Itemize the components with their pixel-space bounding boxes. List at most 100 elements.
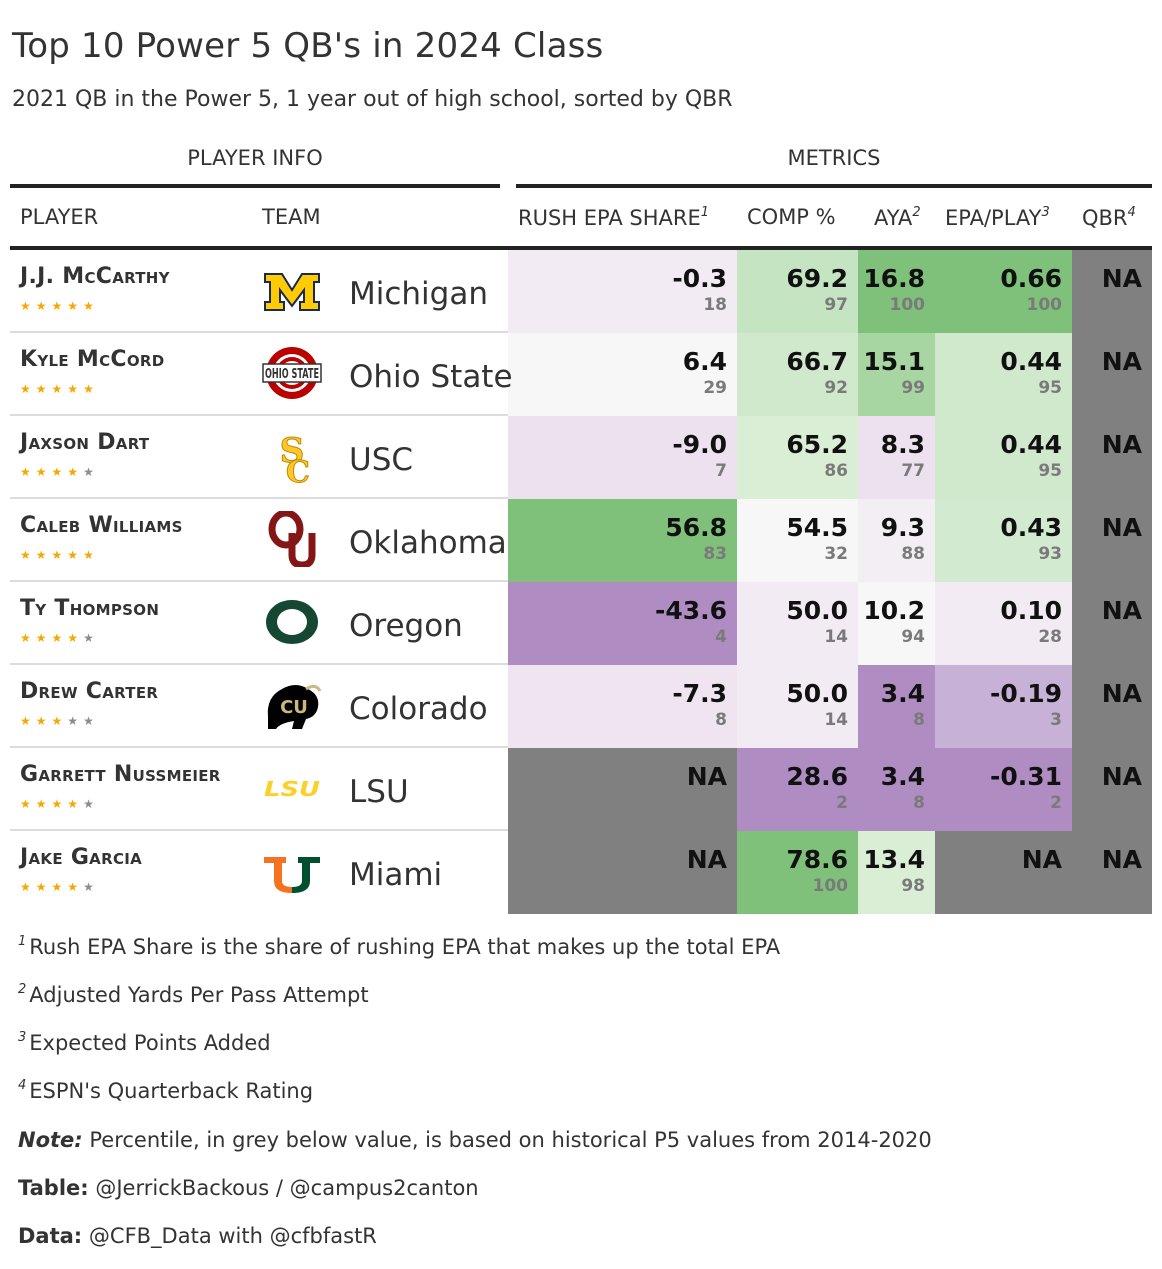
cell-percentile: 88 (901, 544, 925, 564)
cell-value: NA (686, 762, 727, 791)
cell-value: NA (1101, 264, 1142, 293)
player-name: J.J. McCarthy (20, 264, 170, 289)
team-name: Ohio State (349, 359, 513, 395)
star-icon: ★ (35, 299, 52, 313)
star-icon: ★ (83, 299, 99, 313)
star-icon: ★ (35, 714, 52, 728)
cell-value: NA (1021, 845, 1062, 874)
star-icon: ★ (51, 382, 68, 396)
cell-value: 0.43 (1000, 513, 1062, 542)
cell-qbr: NA (1072, 250, 1152, 333)
team-name: LSU (349, 774, 409, 810)
table-title: Top 10 Power 5 QB's in 2024 Class (12, 26, 604, 66)
cell-percentile: 97 (824, 295, 848, 315)
cell-value: -7.3 (672, 679, 727, 708)
cell-percentile: 4 (715, 627, 727, 647)
team-name: Colorado (349, 691, 488, 727)
cell-value: 50.0 (786, 596, 848, 625)
col-header-comp-pct: COMP % (747, 205, 836, 229)
cell-epa: -0.31 2 (935, 748, 1072, 831)
cell-value: NA (1101, 596, 1142, 625)
cell-comp: 66.7 92 (737, 333, 858, 416)
footnote-mark: 2 (912, 205, 921, 220)
star-rating: ★★★★★ (20, 548, 99, 562)
team-name: Michigan (349, 276, 488, 312)
svg-text:LSU: LSU (264, 777, 320, 801)
player-name: Drew Carter (20, 679, 159, 704)
star-icon: ★ (20, 299, 36, 313)
cell-rush: 56.8 83 (508, 499, 737, 582)
cell-aya: 9.3 88 (858, 499, 935, 582)
cell-value: 10.2 (863, 596, 925, 625)
cell-rush: -0.3 18 (508, 250, 737, 333)
cell-comp: 28.6 2 (737, 748, 858, 831)
cell-value: 66.7 (786, 347, 848, 376)
team-name: USC (349, 442, 414, 478)
cell-value: -0.19 (989, 679, 1062, 708)
star-icon: ★ (51, 797, 68, 811)
star-icon: ★ (20, 714, 36, 728)
cell-value: 13.4 (863, 845, 925, 874)
player-name: Garrett Nussmeier (20, 762, 221, 787)
cell-qbr: NA (1072, 665, 1152, 748)
table-row: -0.3 18 69.2 97 16.8 100 0.66 100 NA J.J. McCarth… (10, 250, 1152, 333)
star-icon: ★ (67, 299, 84, 313)
cell-rush: 6.4 29 (508, 333, 737, 416)
star-icon: ★ (20, 548, 36, 562)
cell-percentile: 8 (913, 793, 925, 813)
cell-percentile: 8 (913, 710, 925, 730)
cell-rush: -9.0 7 (508, 416, 737, 499)
cell-percentile: 3 (1050, 710, 1062, 730)
michigan-logo (262, 262, 322, 318)
cell-epa: 0.43 93 (935, 499, 1072, 582)
cell-epa: 0.66 100 (935, 250, 1072, 333)
footnote-mark: 3 (1041, 205, 1050, 220)
cell-value: 28.6 (786, 762, 848, 791)
star-icon: ★ (83, 714, 99, 728)
cell-comp: 50.0 14 (737, 582, 858, 665)
star-rating: ★★★★★ (20, 465, 99, 479)
cell-value: NA (686, 845, 727, 874)
cell-value: 8.3 (880, 430, 925, 459)
cell-value: NA (1101, 513, 1142, 542)
oklahoma-logo (262, 509, 322, 569)
cell-percentile: 7 (715, 461, 727, 481)
star-icon: ★ (20, 797, 36, 811)
star-icon: ★ (35, 548, 52, 562)
cell-value: 3.4 (880, 762, 925, 791)
cell-percentile: 94 (901, 627, 925, 647)
cell-percentile: 14 (824, 627, 848, 647)
cell-comp: 50.0 14 (737, 665, 858, 748)
player-name: Jake Garcia (20, 845, 143, 870)
lsu-logo: LSU (262, 760, 322, 816)
star-icon: ★ (67, 631, 84, 645)
cell-value: NA (1101, 347, 1142, 376)
cell-percentile: 95 (1038, 378, 1062, 398)
star-icon: ★ (67, 880, 84, 894)
cell-comp: 54.5 32 (737, 499, 858, 582)
miami-logo (262, 843, 322, 899)
star-rating: ★★★★★ (20, 797, 99, 811)
spanner-player-info: PLAYER INFO (187, 146, 323, 170)
col-header-team: TEAM (262, 205, 321, 229)
table-row: -9.0 7 65.2 86 8.3 77 0.44 95 NA Jaxson Dart ★★★★★… (10, 416, 1152, 499)
player-name: Ty Thompson (20, 596, 160, 621)
footnote-mark: 1 (700, 205, 710, 220)
cell-value: 0.44 (1000, 430, 1062, 459)
cell-value: NA (1101, 762, 1142, 791)
spanner-metrics: METRICS (787, 146, 881, 170)
cell-percentile: 29 (703, 378, 727, 398)
source-note: Note: Percentile, in grey below value, i… (18, 1128, 932, 1152)
star-icon: ★ (35, 631, 52, 645)
table-row: NA 28.6 2 3.4 8 -0.31 2 NA Garrett Nussmeier ★★★★… (10, 748, 1152, 831)
team-name: Miami (349, 857, 443, 893)
star-icon: ★ (67, 382, 84, 396)
cell-value: NA (1101, 679, 1142, 708)
spanner-metrics-rule (516, 184, 1152, 188)
star-icon: ★ (20, 631, 36, 645)
star-icon: ★ (51, 880, 68, 894)
cell-value: 9.3 (880, 513, 925, 542)
table-row: -7.3 8 50.0 14 3.4 8 -0.19 3 NA Drew Carter ★★★★★ C… (10, 665, 1152, 748)
oregon-logo (262, 594, 322, 650)
